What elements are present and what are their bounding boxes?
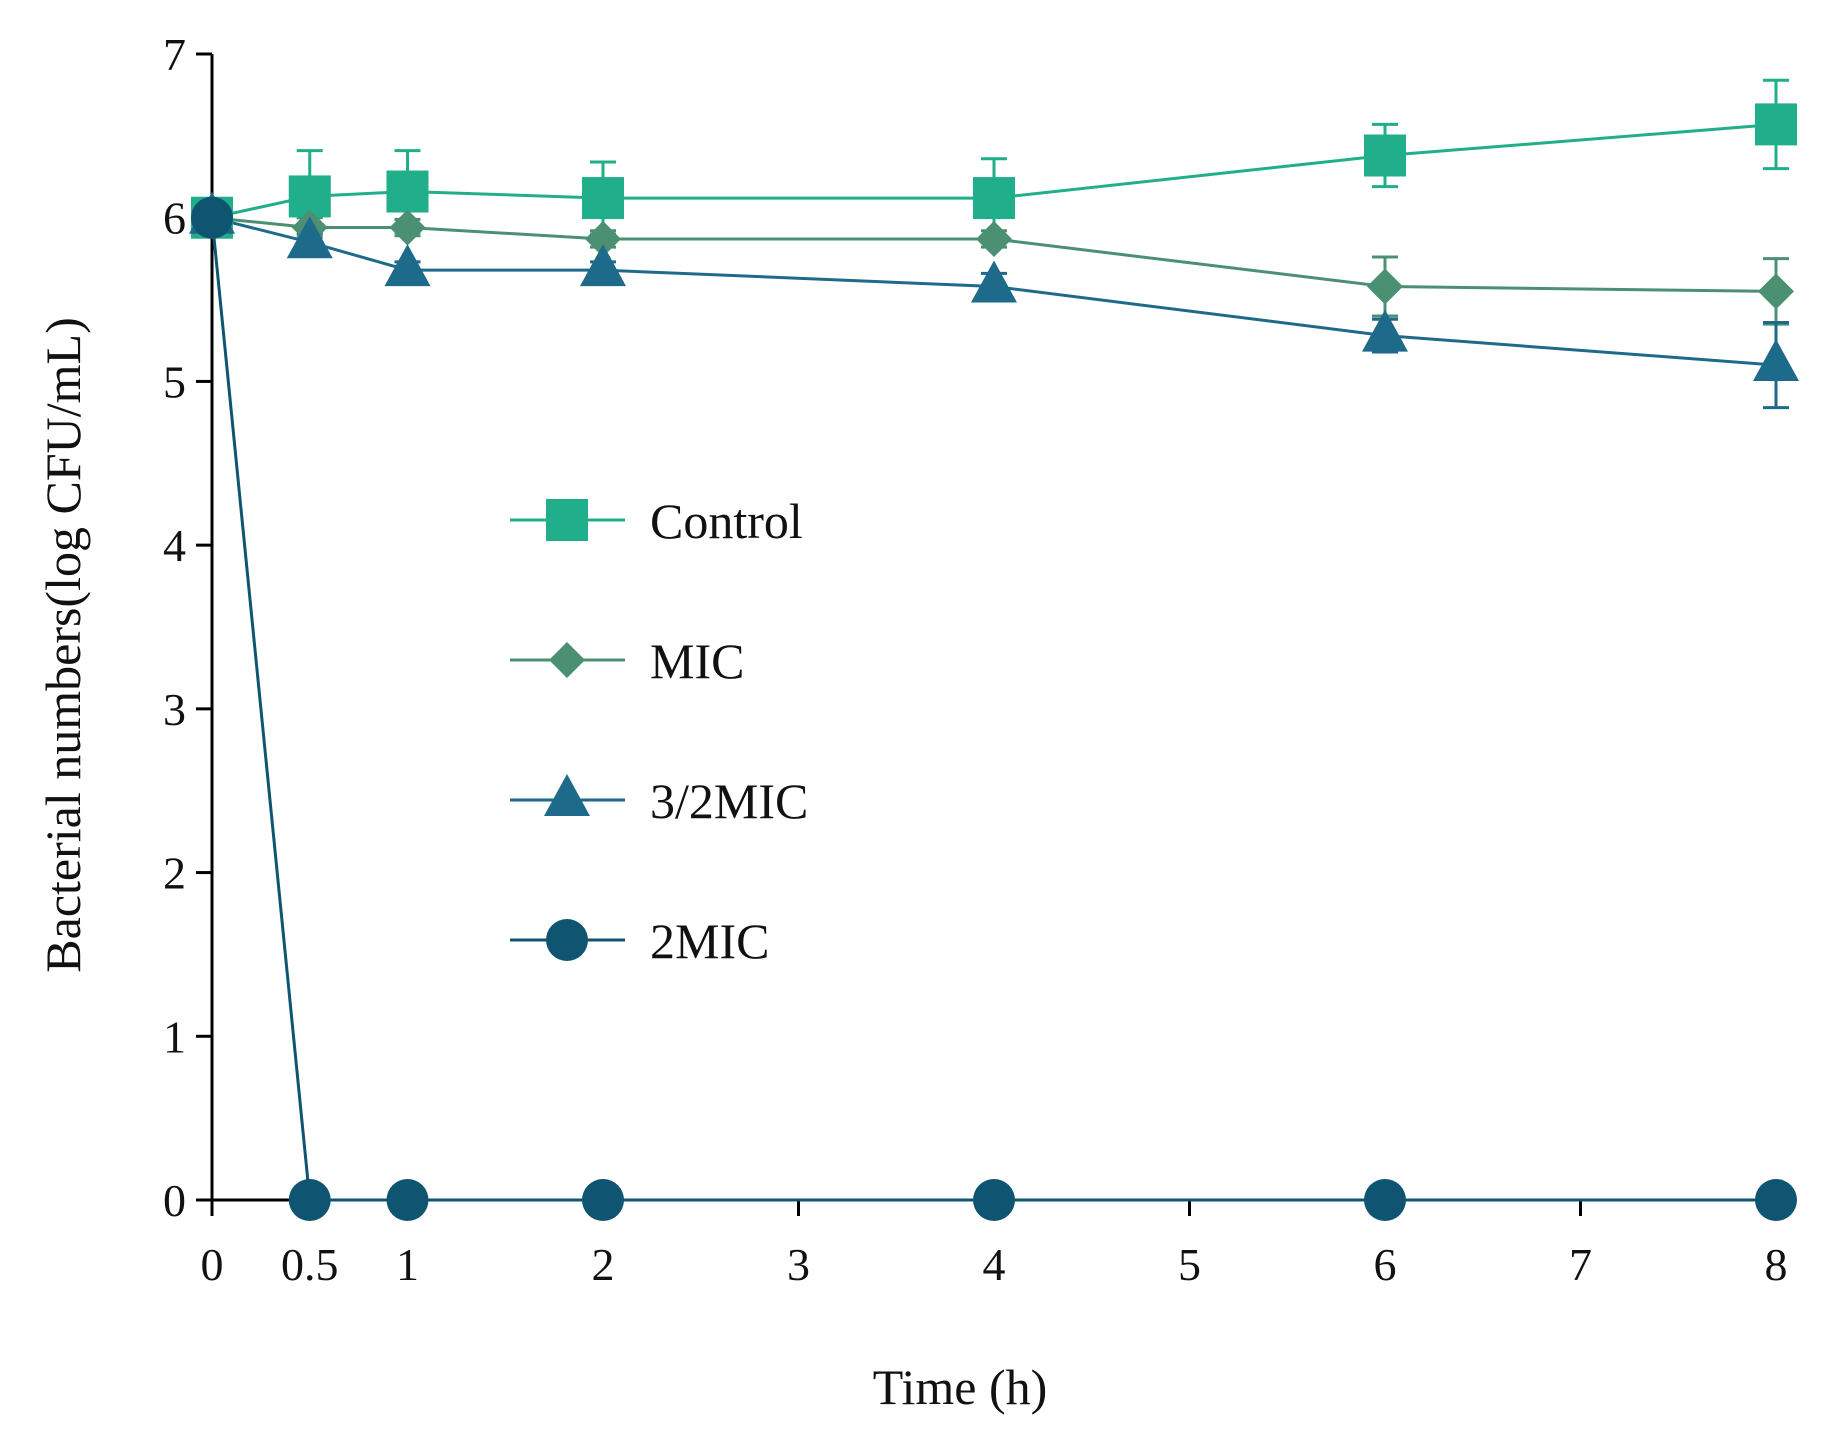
- x-tick-label: 2: [592, 1239, 615, 1290]
- x-tick-label: 3: [787, 1239, 810, 1290]
- legend-item-mic: MIC: [510, 633, 744, 689]
- y-tick-label: 4: [163, 520, 186, 571]
- x-tick-label: 5: [1178, 1239, 1201, 1290]
- y-tick-label: 6: [163, 193, 186, 244]
- data-point-2mic: [386, 1179, 429, 1221]
- legend-item-control: Control: [510, 493, 803, 549]
- data-point-3-2mic: [1362, 309, 1408, 352]
- x-tick-label: 0: [201, 1239, 224, 1290]
- x-tick-label: 6: [1374, 1239, 1397, 1290]
- data-point-2mic: [288, 1179, 331, 1221]
- legend-label-mic: MIC: [650, 633, 744, 689]
- data-point-3-2mic: [286, 216, 333, 259]
- y-tick-label: 0: [163, 1175, 186, 1226]
- data-point-control: [973, 177, 1015, 220]
- data-point-control: [582, 177, 624, 220]
- x-tick-label: 8: [1765, 1239, 1788, 1290]
- series-markers: [189, 103, 1799, 1221]
- data-point-2mic: [973, 1179, 1015, 1221]
- data-point-control: [386, 170, 429, 213]
- data-point-3-2mic: [384, 244, 431, 287]
- data-point-mic: [1758, 273, 1794, 310]
- legend-marker-3-2mic: [544, 774, 590, 816]
- data-point-mic: [585, 220, 621, 257]
- data-point-mic: [389, 209, 426, 246]
- legend: Control MIC 3/2MIC 2MIC: [510, 493, 808, 969]
- x-axis-title: Time (h): [873, 1359, 1048, 1415]
- axes: 0 1 2 3 4 5 6 7 0 0.5 1 2 3 4 5 6 7 8: [163, 29, 1788, 1290]
- data-point-control: [1364, 134, 1406, 177]
- y-tick-label: 1: [163, 1011, 186, 1062]
- legend-item-2mic: 2MIC: [510, 913, 769, 969]
- legend-marker-mic: [549, 642, 585, 678]
- data-point-control: [1755, 103, 1797, 146]
- data-point-2mic: [1364, 1179, 1406, 1221]
- data-point-mic: [976, 220, 1012, 257]
- data-point-3-2mic: [1753, 339, 1799, 382]
- data-point-3-2mic: [580, 244, 626, 287]
- legend-label-3-2mic: 3/2MIC: [650, 773, 808, 829]
- data-point-2mic: [1755, 1179, 1797, 1221]
- legend-item-3-2mic: 3/2MIC: [510, 773, 808, 829]
- x-tick-label: 4: [983, 1239, 1006, 1290]
- legend-marker-control: [546, 499, 588, 541]
- y-axis-title: Bacterial numbers(log CFU/mL): [35, 317, 91, 972]
- x-tick-label: 0.5: [281, 1239, 339, 1290]
- data-point-mic: [1367, 268, 1403, 305]
- data-point-3-2mic: [971, 260, 1017, 303]
- y-tick-label: 5: [163, 356, 186, 407]
- legend-marker-2mic: [546, 919, 588, 961]
- x-tick-label: 1: [396, 1239, 419, 1290]
- x-tick-label: 7: [1569, 1239, 1592, 1290]
- y-tick-label: 3: [163, 684, 186, 735]
- series-line-2mic: [210, 217, 1776, 1202]
- data-point-2mic: [582, 1179, 624, 1221]
- y-tick-label: 2: [163, 848, 186, 899]
- legend-label-2mic: 2MIC: [650, 913, 769, 969]
- data-point-2mic: [191, 196, 233, 239]
- legend-label-control: Control: [650, 493, 803, 549]
- y-tick-label: 7: [163, 29, 186, 80]
